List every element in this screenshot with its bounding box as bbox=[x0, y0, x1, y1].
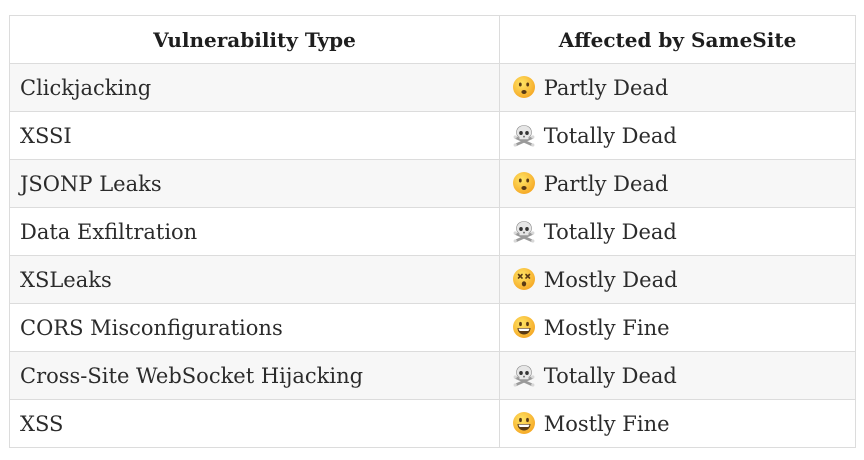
frowning-face-icon bbox=[513, 76, 535, 98]
status-label: Mostly Dead bbox=[543, 268, 678, 292]
samesite-status-cell: Totally Dead bbox=[499, 207, 856, 256]
table-header-row: Vulnerability Type Affected by SameSite bbox=[9, 15, 856, 64]
grinning-face-icon bbox=[513, 316, 535, 338]
skull-crossbones-icon bbox=[513, 221, 535, 243]
table-row: Cross-Site WebSocket Hijacking Totally D… bbox=[9, 351, 856, 400]
vulnerability-type-cell: CORS Misconfigurations bbox=[9, 303, 500, 352]
vulnerability-type-cell: JSONP Leaks bbox=[9, 159, 500, 208]
status-label: Mostly Fine bbox=[543, 412, 670, 436]
vulnerability-type-cell: Data Exfiltration bbox=[9, 207, 500, 256]
samesite-status-cell: Totally Dead bbox=[499, 351, 856, 400]
skull-crossbones-icon bbox=[513, 125, 535, 147]
vulnerability-type-cell: XSSI bbox=[9, 111, 500, 160]
table-row: XSLeaks Mostly Dead bbox=[9, 255, 856, 304]
frowning-face-icon bbox=[513, 172, 535, 194]
table-row: CORS Misconfigurations Mostly Fine bbox=[9, 303, 856, 352]
status-label: Totally Dead bbox=[543, 364, 677, 388]
status-label: Totally Dead bbox=[543, 220, 677, 244]
vulnerability-type-cell: XSLeaks bbox=[9, 255, 500, 304]
table-row: JSONP Leaks Partly Dead bbox=[9, 159, 856, 208]
vulnerability-table: Vulnerability Type Affected by SameSite … bbox=[9, 15, 856, 448]
dizzy-face-icon bbox=[513, 268, 535, 290]
vulnerability-type-cell: Cross-Site WebSocket Hijacking bbox=[9, 351, 500, 400]
status-label: Mostly Fine bbox=[543, 316, 670, 340]
samesite-status-cell: Mostly Fine bbox=[499, 303, 856, 352]
header-vulnerability-type: Vulnerability Type bbox=[9, 15, 500, 64]
header-affected-by-samesite: Affected by SameSite bbox=[499, 15, 856, 64]
vulnerability-type-cell: Clickjacking bbox=[9, 63, 500, 112]
table-row: Data Exfiltration Totally Dead bbox=[9, 207, 856, 256]
vulnerability-table-container: Vulnerability Type Affected by SameSite … bbox=[9, 15, 856, 448]
grinning-face-icon bbox=[513, 412, 535, 434]
vulnerability-type-cell: XSS bbox=[9, 399, 500, 448]
samesite-status-cell: Partly Dead bbox=[499, 63, 856, 112]
samesite-status-cell: Partly Dead bbox=[499, 159, 856, 208]
table-row: XSSI Totally Dead bbox=[9, 111, 856, 160]
table-row: Clickjacking Partly Dead bbox=[9, 63, 856, 112]
samesite-status-cell: Mostly Fine bbox=[499, 399, 856, 448]
table-row: XSS Mostly Fine bbox=[9, 399, 856, 448]
skull-crossbones-icon bbox=[513, 365, 535, 387]
status-label: Partly Dead bbox=[543, 172, 669, 196]
status-label: Totally Dead bbox=[543, 124, 677, 148]
samesite-status-cell: Totally Dead bbox=[499, 111, 856, 160]
samesite-status-cell: Mostly Dead bbox=[499, 255, 856, 304]
status-label: Partly Dead bbox=[543, 76, 669, 100]
